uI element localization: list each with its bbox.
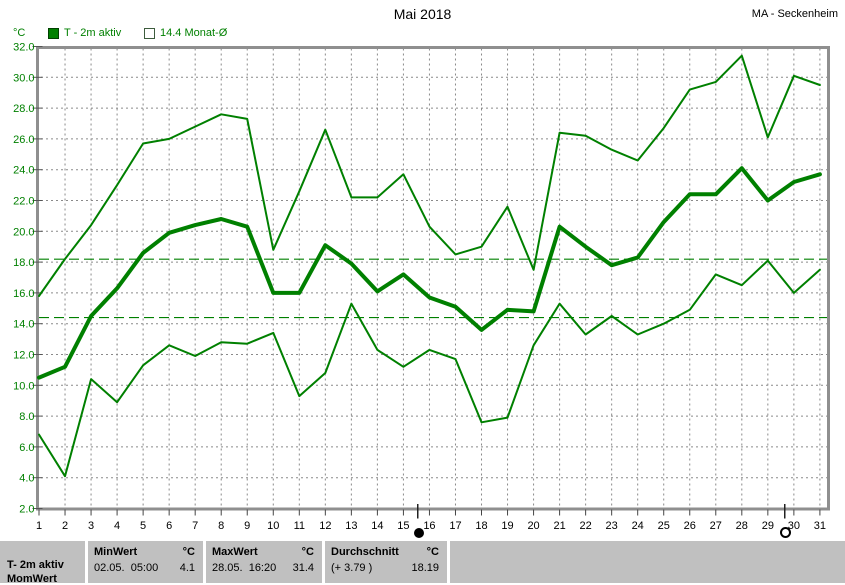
x-axis-labels: 1 2 3 4 5 6 7 8 9 10 11 12 13 14 15 16 17 18 19 20 21 22 23 24 2… xyxy=(36,520,826,532)
svg-text:26.0: 26.0 xyxy=(13,134,34,146)
svg-text:22.0: 22.0 xyxy=(13,196,34,208)
svg-text:15: 15 xyxy=(397,520,409,532)
x-axis-ticks xyxy=(38,509,821,516)
status-durchschnitt-cell: Durchschnitt °C (+ 3.79 ) 18.19 xyxy=(325,541,447,583)
full-moon-icon xyxy=(779,527,791,538)
svg-text:14: 14 xyxy=(371,520,383,532)
svg-text:6.0: 6.0 xyxy=(19,442,34,454)
y-axis-unit-label: °C xyxy=(13,27,26,39)
svg-text:10.0: 10.0 xyxy=(13,380,34,392)
minwert-value: 4.1 xyxy=(179,562,195,574)
svg-text:13: 13 xyxy=(345,520,357,532)
minwert-datetime: 02.05. 05:00 xyxy=(94,562,159,574)
status-maxwert-cell: MaxWert °C 28.05. 16:20 31.4 xyxy=(206,541,322,583)
grid-lines xyxy=(41,48,827,508)
svg-text:29: 29 xyxy=(762,520,774,532)
svg-text:12: 12 xyxy=(319,520,331,532)
svg-text:28: 28 xyxy=(736,520,748,532)
svg-text:18.0: 18.0 xyxy=(13,257,34,269)
status-parameter-name: T- 2m aktiv xyxy=(7,559,64,571)
durchschnitt-value: 18.19 xyxy=(411,562,439,574)
page-title: Mai 2018 xyxy=(393,6,452,22)
open-square-icon xyxy=(144,27,155,39)
maxwert-unit: °C xyxy=(301,546,314,558)
mean-temp-line xyxy=(37,166,822,380)
plot-frame xyxy=(36,46,830,511)
svg-text:32.0: 32.0 xyxy=(13,42,34,54)
svg-text:5: 5 xyxy=(140,520,146,532)
status-parameter-cell: T- 2m aktiv MomWert xyxy=(0,541,85,585)
svg-text:8.0: 8.0 xyxy=(19,411,34,423)
svg-text:31: 31 xyxy=(814,520,826,532)
min-temp-line xyxy=(38,259,821,478)
minwert-unit: °C xyxy=(182,546,195,558)
maxwert-value: 31.4 xyxy=(292,562,314,574)
legend-label: T - 2m aktiv xyxy=(64,27,122,39)
maxwert-datetime: 28.05. 16:20 xyxy=(212,562,277,574)
new-moon-icon xyxy=(413,528,424,538)
y-axis-ticks xyxy=(32,46,43,509)
svg-text:3: 3 xyxy=(88,520,94,532)
svg-text:27: 27 xyxy=(710,520,722,532)
filled-square-icon xyxy=(48,27,59,39)
svg-text:30.0: 30.0 xyxy=(13,72,34,84)
svg-text:1: 1 xyxy=(36,520,42,532)
svg-text:28.0: 28.0 xyxy=(13,103,34,115)
status-filler xyxy=(450,541,845,583)
durchschnitt-label: Durchschnitt xyxy=(331,546,399,558)
svg-text:2.0: 2.0 xyxy=(19,504,34,516)
svg-text:21: 21 xyxy=(553,520,565,532)
average-reference-lines xyxy=(39,258,827,319)
svg-text:2: 2 xyxy=(62,520,68,532)
svg-text:17: 17 xyxy=(449,520,461,532)
status-minwert-cell: MinWert °C 02.05. 05:00 4.1 xyxy=(88,541,203,583)
status-bar: T- 2m aktiv MomWert MinWert °C 02.05. 05… xyxy=(0,541,845,585)
minwert-label: MinWert xyxy=(94,546,138,558)
svg-text:23: 23 xyxy=(606,520,618,532)
legend-item-month-average: 14.4 Monat-Ø xyxy=(144,27,227,39)
svg-text:20: 20 xyxy=(527,520,539,532)
svg-text:26: 26 xyxy=(684,520,696,532)
svg-text:14.0: 14.0 xyxy=(13,319,34,331)
svg-text:18: 18 xyxy=(475,520,487,532)
svg-text:20.0: 20.0 xyxy=(13,226,34,238)
station-name: MA - Seckenheim xyxy=(751,8,838,20)
legend-label: 14.4 Monat-Ø xyxy=(160,27,228,39)
durchschnitt-diff: (+ 3.79 ) xyxy=(331,562,373,574)
svg-text:7: 7 xyxy=(192,520,198,532)
svg-text:4: 4 xyxy=(114,520,120,532)
status-parameter-next: MomWert xyxy=(7,573,57,585)
durchschnitt-unit: °C xyxy=(426,546,439,558)
svg-text:11: 11 xyxy=(294,520,305,532)
svg-text:24: 24 xyxy=(632,520,644,532)
legend-item-active-series: T - 2m aktiv xyxy=(48,27,121,39)
svg-text:8: 8 xyxy=(218,520,224,532)
y-axis-labels: 2.0 4.0 6.0 8.0 10.0 12.0 14.0 16.0 18.0 20.0 22.0… xyxy=(13,42,34,516)
svg-text:16: 16 xyxy=(423,520,435,532)
svg-text:4.0: 4.0 xyxy=(19,473,34,485)
svg-text:16.0: 16.0 xyxy=(13,288,34,300)
svg-text:19: 19 xyxy=(501,520,513,532)
svg-text:6: 6 xyxy=(166,520,172,532)
svg-text:12.0: 12.0 xyxy=(13,350,34,362)
temperature-chart: 2.0 4.0 6.0 8.0 10.0 12.0 14.0 16.0 18.0 20.0 22.0… xyxy=(13,42,830,532)
svg-text:22: 22 xyxy=(580,520,592,532)
max-temp-line xyxy=(38,54,821,297)
svg-text:10: 10 xyxy=(267,520,279,532)
maxwert-label: MaxWert xyxy=(212,546,258,558)
svg-text:25: 25 xyxy=(658,520,670,532)
svg-text:9: 9 xyxy=(244,520,250,532)
svg-text:24.0: 24.0 xyxy=(13,165,34,177)
